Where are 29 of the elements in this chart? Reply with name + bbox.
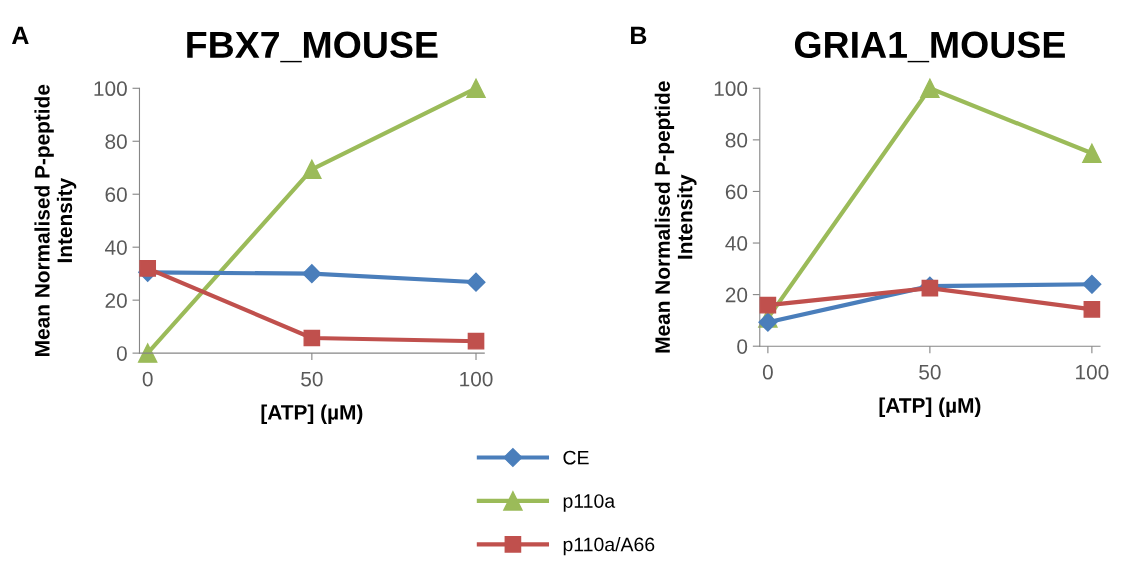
y-tick-label: 80 <box>105 134 127 149</box>
y-tick-label: 100 <box>94 81 127 97</box>
legend-label: CE <box>563 450 589 465</box>
chart-title: GRIA1_MOUSE <box>794 31 1065 63</box>
y-axis-title: Mean Normalised P-peptide Intensity <box>654 81 697 353</box>
x-tick-label: 100 <box>1076 364 1109 380</box>
y-tick-label: 60 <box>725 184 748 200</box>
y-tick-label: 20 <box>105 293 127 308</box>
x-tick-label: 100 <box>460 371 493 387</box>
chart-title: FBX7_MOUSE <box>187 31 438 63</box>
y-axis-title: Mean Normalised P-peptide Intensity <box>34 84 77 356</box>
text: B <box>631 26 647 44</box>
legend-label: p110a <box>563 494 616 512</box>
x-axis-title: [ATP] (µM) <box>879 397 981 417</box>
y-tick-label: 0 <box>116 346 127 361</box>
y-tick-label: 60 <box>105 187 127 202</box>
y-tick-label: 40 <box>104 240 127 255</box>
x-axis-title: [ATP] (µM) <box>261 404 363 424</box>
x-tick-label: 0 <box>142 371 153 387</box>
y-tick-label: 20 <box>725 287 748 303</box>
x-tick-label: 50 <box>919 364 941 380</box>
x-tick-label: 50 <box>301 371 323 387</box>
text: A <box>11 26 29 44</box>
legend-label: p110a/A66 <box>563 537 655 556</box>
y-tick-label: 0 <box>737 339 748 354</box>
y-tick-label: 80 <box>725 132 748 148</box>
x-tick-label: 0 <box>762 364 773 380</box>
y-tick-label: 100 <box>714 81 748 97</box>
y-tick-label: 40 <box>725 236 748 251</box>
